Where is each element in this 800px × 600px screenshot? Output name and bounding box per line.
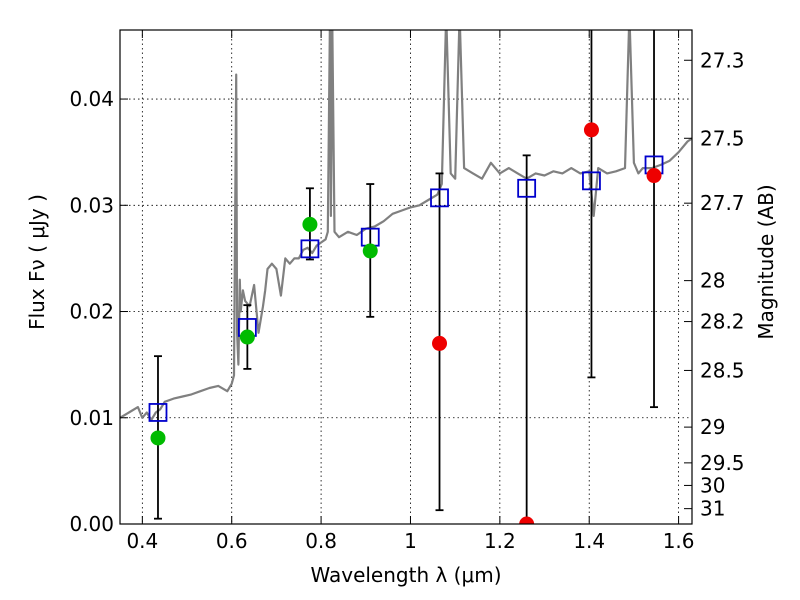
red-data-point	[432, 335, 448, 351]
x-tick-label: 1.2	[484, 529, 516, 553]
mag-tick-label: 31	[700, 497, 725, 521]
red-data-point	[519, 516, 535, 524]
red-data-point	[583, 122, 599, 138]
mag-tick-label: 27.5	[700, 126, 745, 150]
model-band-square	[148, 403, 168, 422]
y-tick-label: 0.03	[69, 193, 114, 217]
y-tick-label: 0.02	[69, 300, 114, 324]
model-spectrum-line	[120, 30, 692, 421]
model-band-square	[430, 188, 449, 208]
mag-tick-label: 28	[700, 269, 725, 293]
y-tick-label: 0.04	[69, 87, 114, 111]
model-band-square	[517, 178, 537, 198]
green-data-point	[150, 430, 166, 446]
x-tick-label: 1	[404, 529, 417, 553]
grid-lines	[120, 30, 692, 524]
mag-tick-label: 29	[700, 415, 725, 439]
y-tick-label: 0.01	[69, 406, 114, 430]
mag-tick-label: 27.3	[700, 48, 745, 72]
x-tick-label: 0.6	[216, 529, 248, 553]
model-band-square	[300, 239, 320, 259]
mag-tick-label: 28.5	[700, 358, 745, 382]
data-layer	[120, 30, 692, 524]
plot-frame	[119, 29, 693, 525]
mag-tick-label: 30	[700, 473, 725, 497]
x-tick-label: 0.4	[126, 529, 158, 553]
red-data-point	[646, 168, 662, 184]
y2-axis-label: Magnitude (AB)	[754, 184, 778, 339]
green-data-point	[362, 243, 378, 259]
plot-area	[120, 30, 692, 524]
green-data-point	[302, 216, 318, 232]
mag-tick-label: 28.2	[700, 310, 745, 334]
mag-tick-label: 29.5	[700, 451, 745, 475]
x-axis-label: Wavelength λ (μm)	[310, 563, 501, 587]
x-tick-label: 1.4	[573, 529, 605, 553]
model-band-square	[582, 171, 601, 191]
y-tick-label: 0.00	[69, 512, 114, 536]
y-axis-label: Flux Fν ( μJy )	[25, 194, 49, 330]
mag-tick-label: 27.7	[700, 191, 745, 215]
x-tick-label: 0.8	[305, 529, 337, 553]
x-tick-label: 1.6	[663, 529, 695, 553]
ticks: 0.4 0.6 0.8 1 1.2 1.4 1.6 0.00 0.01 0.02 0.03 0.04 2…	[69, 30, 745, 553]
green-data-point	[239, 329, 255, 345]
